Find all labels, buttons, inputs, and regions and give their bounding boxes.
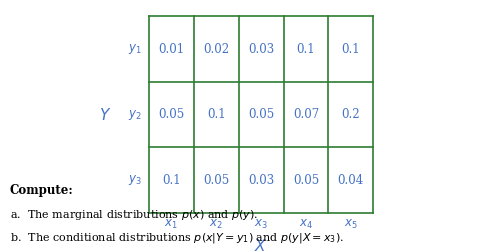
- Text: 0.04: 0.04: [338, 174, 364, 187]
- Text: 0.1: 0.1: [342, 43, 360, 56]
- Text: 0.07: 0.07: [293, 108, 319, 121]
- Text: $y_3$: $y_3$: [128, 173, 142, 187]
- Text: 0.2: 0.2: [342, 108, 360, 121]
- Text: b.  The conditional distributions $p(x|Y = y_1)$ and $p(y|X = x_3)$.: b. The conditional distributions $p(x|Y …: [10, 231, 344, 245]
- Text: 0.1: 0.1: [207, 108, 225, 121]
- Text: 0.1: 0.1: [297, 43, 315, 56]
- Text: $x_1$: $x_1$: [164, 218, 178, 231]
- Text: $x_4$: $x_4$: [299, 218, 313, 231]
- Text: $x_5$: $x_5$: [344, 218, 358, 231]
- Text: $y_1$: $y_1$: [128, 42, 142, 56]
- Text: 0.03: 0.03: [248, 43, 274, 56]
- Text: 0.05: 0.05: [248, 108, 274, 121]
- Text: $x_3$: $x_3$: [254, 218, 268, 231]
- Text: $Y$: $Y$: [99, 107, 111, 123]
- Text: 0.02: 0.02: [203, 43, 229, 56]
- Text: $y_2$: $y_2$: [128, 108, 142, 122]
- Text: 0.1: 0.1: [162, 174, 181, 187]
- Text: Compute:: Compute:: [10, 184, 74, 197]
- Text: 0.05: 0.05: [293, 174, 319, 187]
- Text: $x_2$: $x_2$: [209, 218, 223, 231]
- Text: 0.03: 0.03: [248, 174, 274, 187]
- Text: $X$: $X$: [254, 238, 268, 252]
- Text: a.  The marginal distributions $p(x)$ and $p(y)$.: a. The marginal distributions $p(x)$ and…: [10, 208, 258, 223]
- Text: 0.05: 0.05: [203, 174, 229, 187]
- Text: 0.05: 0.05: [158, 108, 184, 121]
- Text: 0.01: 0.01: [158, 43, 184, 56]
